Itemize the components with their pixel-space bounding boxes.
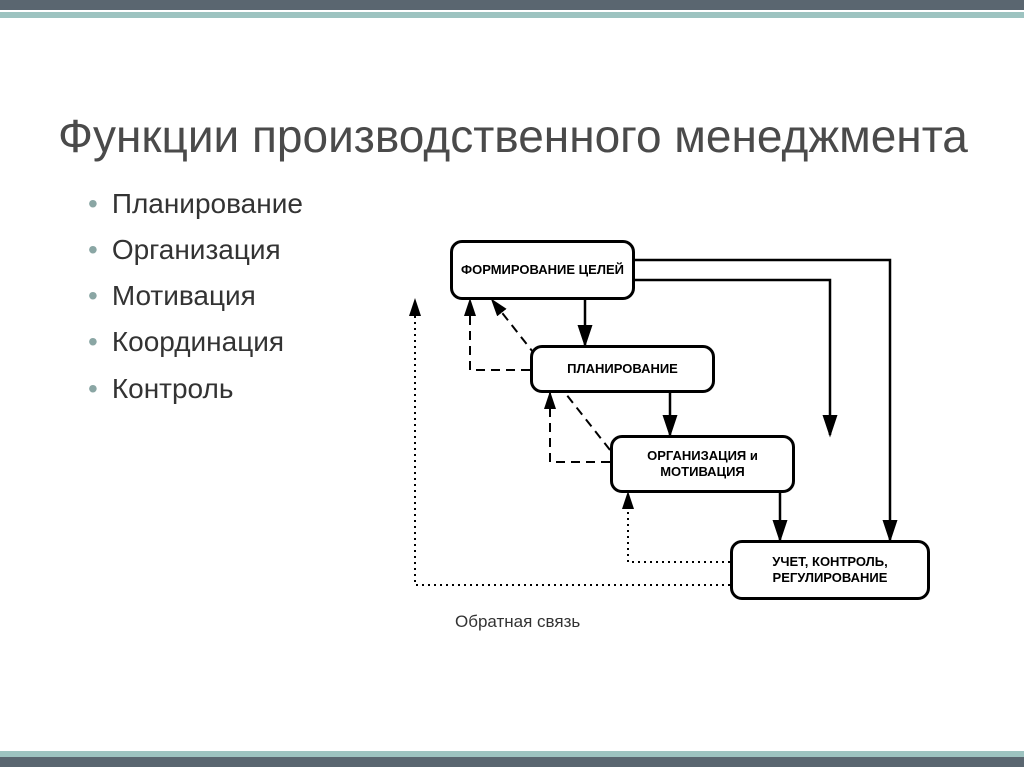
footer-bar-dark: [0, 757, 1024, 767]
node-org-motivation: ОРГАНИЗАЦИЯ и МОТИВАЦИЯ: [610, 435, 795, 493]
bullet-item: Планирование: [88, 181, 984, 227]
slide-title: Функции производственного менеджмента: [58, 110, 984, 163]
flowchart-diagram: ФОРМИРОВАНИЕ ЦЕЛЕЙ ПЛАНИРОВАНИЕ ОРГАНИЗА…: [380, 240, 980, 660]
node-control: УЧЕТ, КОНТРОЛЬ, РЕГУЛИРОВАНИЕ: [730, 540, 930, 600]
node-goals: ФОРМИРОВАНИЕ ЦЕЛЕЙ: [450, 240, 635, 300]
feedback-label: Обратная связь: [455, 612, 580, 632]
header-bars: [0, 0, 1024, 18]
node-planning: ПЛАНИРОВАНИЕ: [530, 345, 715, 393]
